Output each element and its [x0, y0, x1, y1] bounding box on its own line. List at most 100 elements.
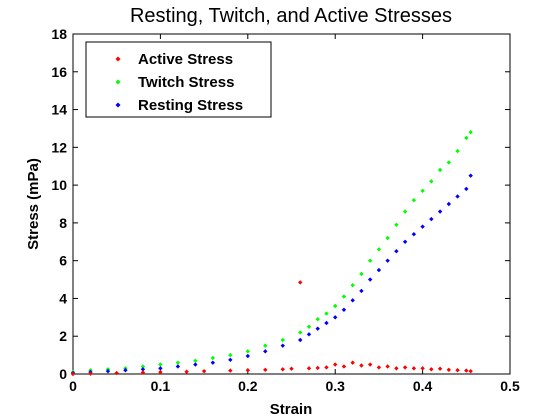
- data-point: [385, 364, 390, 369]
- data-point: [376, 365, 382, 370]
- data-point: [105, 368, 111, 374]
- data-point: [315, 317, 320, 322]
- data-point: [298, 280, 303, 285]
- data-point: [184, 369, 189, 374]
- data-point: [464, 368, 469, 373]
- data-point: [140, 367, 146, 372]
- x-tick-label: 0.5: [500, 378, 520, 394]
- data-point: [402, 209, 408, 214]
- series-resting-stress: [70, 173, 473, 376]
- data-point: [298, 330, 303, 335]
- data-point: [333, 315, 338, 320]
- legend-marker: [115, 56, 121, 62]
- data-point: [341, 307, 347, 312]
- data-point: [350, 298, 355, 303]
- y-tick-label: 18: [51, 26, 67, 42]
- x-tick-label: 0: [69, 378, 77, 394]
- y-axis-label: Stress (mPa): [25, 158, 42, 250]
- y-tick-label: 14: [51, 102, 67, 118]
- data-point: [298, 337, 303, 343]
- data-points: [70, 130, 473, 377]
- data-point: [245, 353, 250, 359]
- data-point: [429, 216, 434, 222]
- data-point: [158, 362, 163, 367]
- data-point: [324, 365, 329, 370]
- legend-label: Twitch Stress: [138, 74, 234, 91]
- y-tick-label: 10: [51, 177, 67, 193]
- data-point: [420, 188, 425, 193]
- legend-label: Resting Stress: [138, 97, 243, 114]
- data-point: [376, 267, 382, 273]
- data-point: [402, 239, 408, 244]
- data-point: [468, 130, 473, 135]
- y-tick-label: 2: [59, 328, 67, 344]
- y-tick-label: 16: [51, 64, 67, 80]
- x-tick-label: 0.2: [238, 378, 258, 394]
- x-tick-label: 0.4: [413, 378, 433, 394]
- data-point: [385, 258, 390, 263]
- data-point: [228, 357, 233, 363]
- data-point: [455, 148, 460, 154]
- data-point: [175, 364, 181, 369]
- data-point: [367, 258, 373, 263]
- data-point: [455, 194, 460, 199]
- data-point: [411, 232, 417, 237]
- data-point: [324, 311, 329, 316]
- data-point: [280, 343, 285, 348]
- data-point: [341, 294, 347, 299]
- data-point: [429, 367, 434, 372]
- data-point: [306, 332, 312, 337]
- y-tick-label: 8: [59, 215, 67, 231]
- data-point: [289, 366, 294, 371]
- data-point: [228, 368, 233, 373]
- data-point: [175, 360, 181, 365]
- data-point: [263, 349, 268, 354]
- data-point: [468, 368, 473, 374]
- data-point: [280, 367, 285, 372]
- data-point: [437, 209, 443, 214]
- data-point: [280, 337, 285, 343]
- data-point: [455, 368, 460, 373]
- data-point: [245, 349, 250, 354]
- data-point: [420, 224, 425, 229]
- legend: Active Stress Twitch Stress Resting Stress: [85, 41, 272, 118]
- data-point: [367, 277, 373, 282]
- data-point: [359, 271, 364, 277]
- data-point: [367, 362, 373, 367]
- data-point: [411, 198, 417, 203]
- data-point: [394, 366, 399, 371]
- data-point: [411, 366, 417, 371]
- y-tick-label: 4: [59, 290, 67, 306]
- data-point: [359, 363, 364, 368]
- data-point: [201, 368, 207, 374]
- data-point: [394, 249, 399, 254]
- data-point: [140, 370, 146, 375]
- data-point: [437, 167, 443, 173]
- data-point: [70, 371, 76, 377]
- data-point: [350, 360, 355, 365]
- data-point: [306, 324, 312, 329]
- y-tick-label: 12: [51, 139, 67, 155]
- data-point: [350, 283, 355, 288]
- data-point: [429, 179, 434, 184]
- data-point: [245, 368, 250, 373]
- series-active-stress: [70, 280, 473, 377]
- data-point: [333, 303, 338, 309]
- data-point: [437, 366, 443, 371]
- x-tick-label: 0.1: [151, 378, 171, 394]
- data-point: [402, 365, 408, 370]
- data-point: [359, 288, 364, 294]
- data-point: [123, 368, 128, 373]
- x-tick-label: 0.3: [325, 378, 345, 394]
- legend-marker: [115, 79, 121, 85]
- data-point: [315, 326, 320, 331]
- data-point: [315, 365, 320, 371]
- data-point: [333, 362, 338, 367]
- data-point: [193, 358, 198, 363]
- legend-label: Active Stress: [138, 51, 233, 68]
- data-point: [446, 160, 452, 165]
- data-point: [385, 235, 390, 241]
- data-point: [420, 366, 425, 371]
- data-point: [228, 352, 233, 358]
